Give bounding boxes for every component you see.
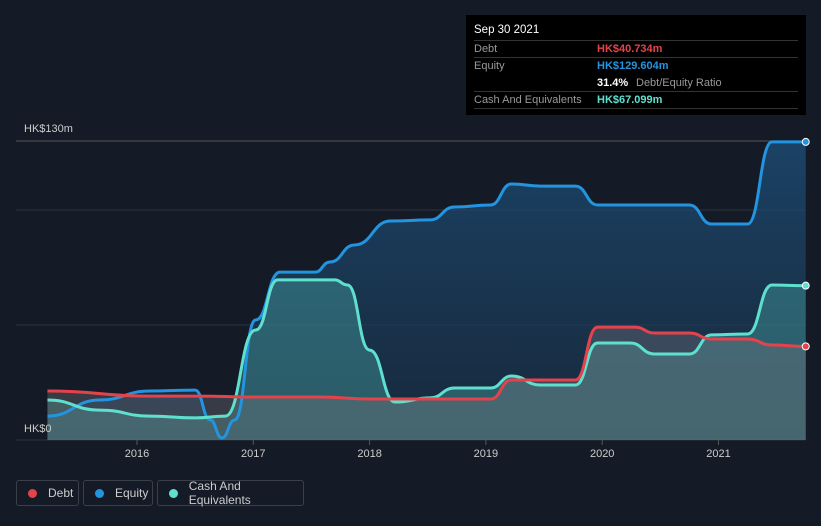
legend-debt[interactable]: Debt [16,480,79,506]
tooltip-cash-row: Cash And Equivalents HK$67.099m [474,91,798,109]
y-axis-bottom-label: HK$0 [24,423,52,435]
equity-end-point [801,137,810,146]
cash-and-equivalents-area [47,279,806,440]
tooltip-debt-label: Debt [474,43,498,55]
legend-equity-label: Equity [115,486,149,500]
debt-end-point [801,342,810,351]
equity-area [47,141,806,441]
cash-and-equivalents-line [47,278,806,420]
legend-equity[interactable]: Equity [83,480,153,506]
x-tick-label: 2021 [706,448,730,460]
x-tick-label: 2018 [357,448,381,460]
equity-dot-icon [95,488,104,498]
tooltip-cash-value: HK$67.099m [597,94,663,106]
legend-cash[interactable]: Cash And Equivalents [157,479,304,507]
x-tick-label: 2019 [474,448,498,460]
legend-debt-label: Debt [48,486,74,500]
tooltip-equity-row: Equity HK$129.604m 31.4% Debt/Equity Rat… [474,57,798,92]
x-tick-label: 2017 [241,448,265,460]
tooltip-ratio-value: 31.4% [597,77,629,89]
cash-and-equivalents-end-point [801,281,810,290]
tooltip-debt-value: HK$40.734m [597,43,663,55]
tooltip-ratio-label: Debt/Equity Ratio [636,77,722,89]
equity-line [47,140,806,440]
debt-area [47,327,806,440]
tooltip-cash-label: Cash And Equivalents [474,94,582,106]
debt-line [47,325,806,401]
tooltip-divider [474,108,798,109]
y-axis-top-label: HK$130m [24,123,73,135]
tooltip-debt-row: Debt HK$40.734m [474,40,798,58]
tooltip-equity-label: Equity [474,60,505,72]
cash-dot-icon [169,488,178,498]
debt-dot-icon [28,488,37,498]
legend-cash-label: Cash And Equivalents [188,479,251,507]
tooltip-equity-value: HK$129.604m [597,60,669,72]
tooltip: Sep 30 2021 Debt HK$40.734m Equity HK$12… [466,15,806,115]
x-tick-label: 2020 [590,448,614,460]
tooltip-date: Sep 30 2021 [474,24,540,36]
x-tick-label: 2016 [125,448,149,460]
